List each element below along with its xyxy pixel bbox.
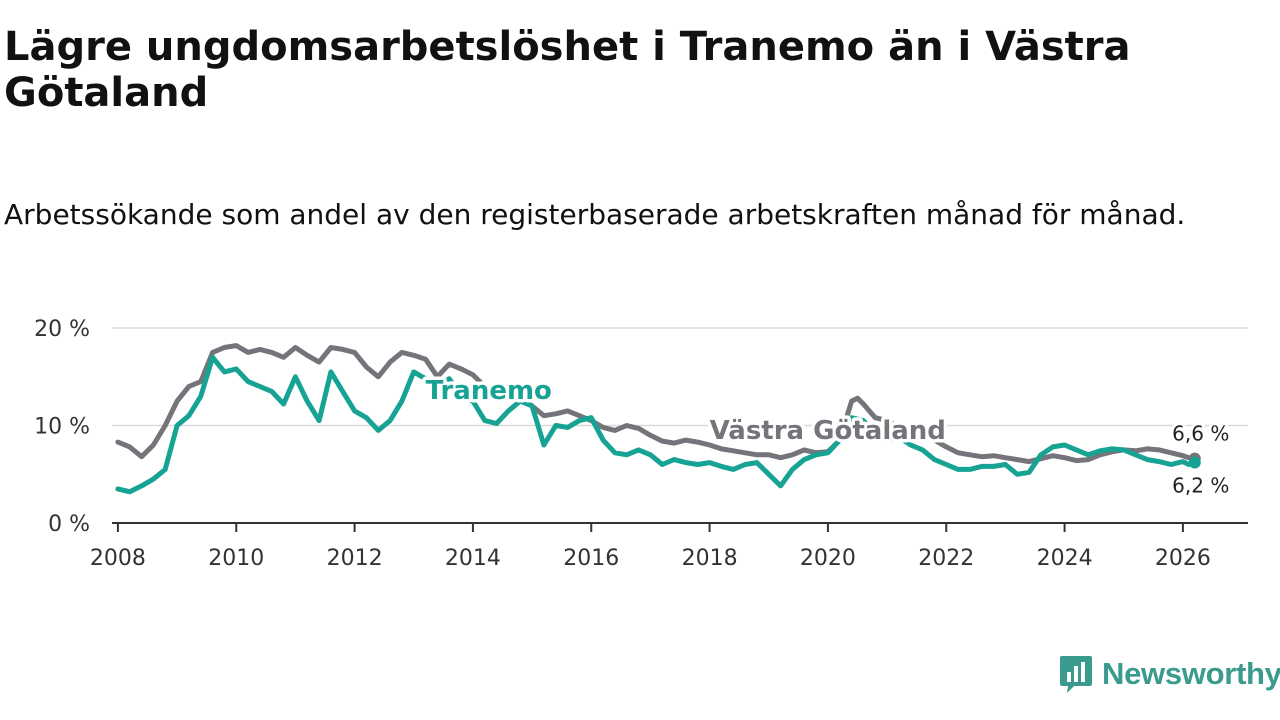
gridlines — [112, 327, 1248, 427]
line-chart: 0 % 10 % 20 % 2008 2010 2012 2014 2016 2018 2020… — [34, 317, 1248, 571]
brand-name: Newsworthy — [1102, 656, 1280, 691]
x-tick-label: 2018 — [682, 546, 738, 571]
end-value-halo: 6,6 % — [1172, 422, 1229, 446]
end-value-label-v-stra-g-taland: 6,6 % — [1172, 422, 1229, 446]
x-tick-label: 2008 — [90, 546, 146, 571]
x-tick-label: 2016 — [563, 546, 619, 571]
bar-chart-icon — [1060, 656, 1092, 693]
x-tick-label: 2022 — [918, 546, 974, 571]
series-label-tranemo: Tranemo — [426, 376, 552, 406]
series-label-halo: Västra Götaland — [710, 416, 946, 446]
x-tick-label: 2026 — [1155, 546, 1211, 571]
y-tick-label: 10 % — [34, 415, 90, 440]
series-lines — [115, 343, 1201, 495]
series-label-v-stra-g-taland: Västra Götaland — [710, 416, 946, 446]
series-label-halo: Tranemo — [426, 376, 552, 406]
x-tick-label: 2020 — [800, 546, 856, 571]
y-tick-label: 20 % — [34, 317, 90, 342]
chart-subtitle: Arbetssökande som andel av den registerb… — [4, 198, 1186, 231]
x-tick-label: 2014 — [445, 546, 501, 571]
end-value-label-tranemo: 6,2 % — [1172, 474, 1229, 498]
x-tick-label: 2024 — [1037, 546, 1093, 571]
y-axis-ticks: 0 % 10 % 20 % — [34, 317, 90, 537]
brand-logo: Newsworthy — [1058, 654, 1280, 694]
series-line-v-stra-g-taland — [115, 343, 1198, 465]
x-axis-ticks: 2008 2010 2012 2014 2016 2018 2020 2022 2024 2026 — [90, 523, 1211, 571]
y-tick-label: 0 % — [48, 512, 90, 537]
x-tick-label: 2010 — [208, 546, 264, 571]
series-line-tranemo — [115, 354, 1198, 495]
chart-title: Lägre ungdomsarbetslöshet i Tranemo än i… — [4, 24, 1131, 116]
x-tick-label: 2012 — [327, 546, 383, 571]
end-value-halo: 6,2 % — [1172, 474, 1229, 498]
end-point-tranemo — [1188, 456, 1201, 469]
